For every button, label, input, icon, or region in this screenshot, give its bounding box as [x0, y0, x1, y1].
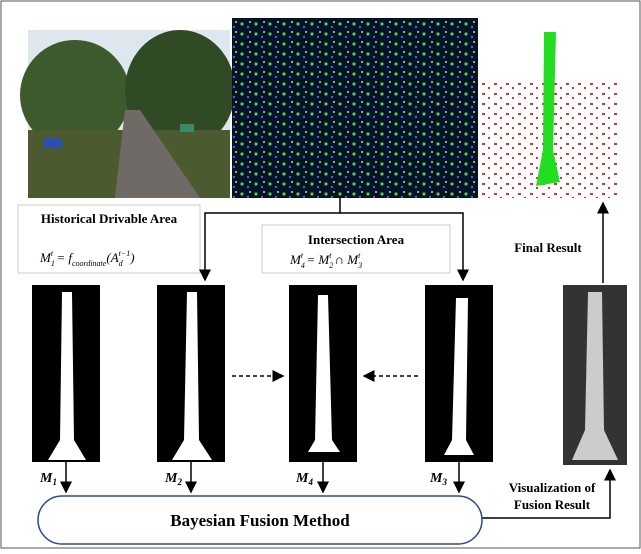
result-image [482, 22, 618, 198]
text: t−1 [119, 249, 131, 258]
historical-title: Historical Drivable Area [41, 211, 178, 226]
mask-labels: M1 M2 M4 M3 [39, 471, 447, 487]
text: M [295, 471, 309, 486]
text: 3 [357, 261, 362, 270]
svg-text:M1: M1 [39, 471, 57, 487]
text: 3 [441, 477, 447, 487]
masks [32, 285, 627, 465]
text: M [164, 471, 178, 486]
diagram: Historical Drivable Area M1t = fcoordina… [0, 0, 641, 549]
text: ) [129, 250, 134, 265]
svg-text:M4: M4 [295, 471, 313, 487]
point-cloud [232, 18, 478, 198]
camera-image [20, 30, 235, 198]
text: 2 [176, 477, 182, 487]
text: ∩ M [331, 252, 359, 267]
fusion-title: Bayesian Fusion Method [170, 511, 350, 530]
svg-text:M2: M2 [164, 471, 182, 487]
viz-label: Fusion Result [514, 497, 591, 512]
viz-label: Visualization of [509, 480, 596, 495]
svg-text:M3: M3 [429, 471, 447, 487]
text: = M [303, 252, 330, 267]
final-result: Final Result [514, 240, 582, 255]
text: A [110, 250, 119, 265]
text: 4 [307, 477, 313, 487]
intersection-title: Intersection Area [308, 232, 405, 247]
text: M [429, 471, 443, 486]
text: coordinate [72, 259, 107, 268]
label: Historical Drivable Area [41, 211, 178, 226]
text: 1 [52, 477, 57, 487]
text: M [39, 471, 53, 486]
